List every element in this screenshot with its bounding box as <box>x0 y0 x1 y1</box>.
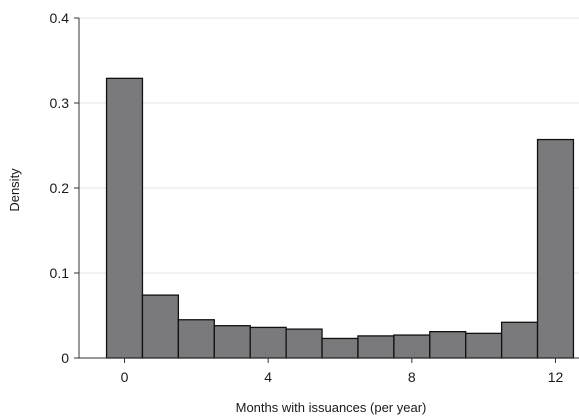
histogram-bar <box>321 337 359 359</box>
histogram-bar <box>500 321 539 359</box>
y-tick-label: 0.1 <box>50 265 70 281</box>
histogram-bar <box>213 325 251 359</box>
x-axis-ticks: 0 4 8 12 <box>121 358 564 385</box>
histogram-bar <box>465 332 503 359</box>
histogram-bar <box>285 328 323 359</box>
histogram-bar <box>536 138 575 359</box>
y-tick-label: 0 <box>61 350 69 366</box>
histogram-bar <box>249 326 287 359</box>
y-axis-ticks: 0 0.1 0.2 0.3 0.4 <box>50 10 79 366</box>
y-tick-label: 0.3 <box>50 95 70 111</box>
histogram-bar <box>429 330 467 359</box>
histogram-bar <box>177 319 215 359</box>
histogram-bar <box>357 335 395 359</box>
y-tick-label: 0.2 <box>50 180 70 196</box>
y-tick-label: 0.4 <box>50 10 70 26</box>
x-tick-label: 12 <box>548 369 564 385</box>
histogram-bar <box>393 334 431 359</box>
bars <box>105 77 575 359</box>
x-axis-title: Months with issuances (per year) <box>236 400 427 415</box>
histogram-bar <box>141 294 180 359</box>
x-tick-label: 4 <box>264 369 272 385</box>
x-tick-label: 0 <box>121 369 129 385</box>
y-axis-title: Density <box>7 168 22 212</box>
histogram-bar <box>105 77 144 359</box>
x-tick-label: 8 <box>408 369 416 385</box>
gridlines <box>79 17 579 274</box>
